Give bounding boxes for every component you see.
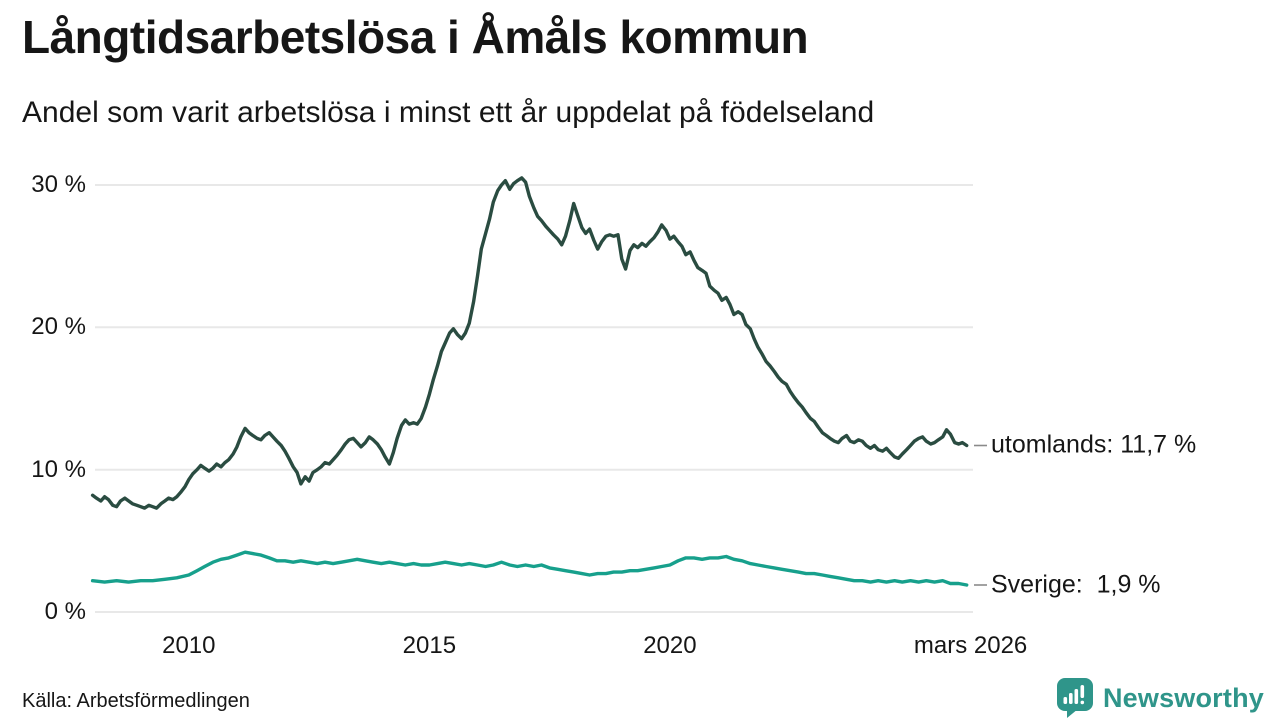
y-tick-label-30: 30 %	[31, 171, 86, 198]
newsworthy-logo-icon	[1056, 678, 1093, 718]
page-subtitle: Andel som varit arbetslösa i minst ett å…	[22, 96, 875, 129]
y-tick-label-20: 20 %	[31, 313, 86, 341]
x-tick-label-2015: 2015	[402, 632, 457, 659]
y-tick-label-10: 10 %	[31, 455, 86, 483]
x-tick-label-mars-2026: mars 2026	[913, 632, 1028, 659]
newsworthy-logo: Newsworthy	[1056, 677, 1264, 719]
y-tick-label-0: 0 %	[44, 598, 86, 625]
newsworthy-logo-text: Newsworthy	[1102, 682, 1264, 713]
x-tick-label-2010: 2010	[162, 632, 216, 659]
x-tick-label-2020: 2020	[643, 632, 697, 659]
line-sverige	[90, 550, 969, 587]
source-text: Källa: Arbetsförmedlingen	[22, 690, 250, 712]
end-label-utomlands: utomlands: 11,7 %	[991, 430, 1197, 459]
page-title: Långtidsarbetslösa i Åmåls kommun	[22, 11, 809, 63]
end-label-sverige: Sverige: 1,9 %	[991, 570, 1161, 599]
line-utomlands	[90, 176, 969, 510]
